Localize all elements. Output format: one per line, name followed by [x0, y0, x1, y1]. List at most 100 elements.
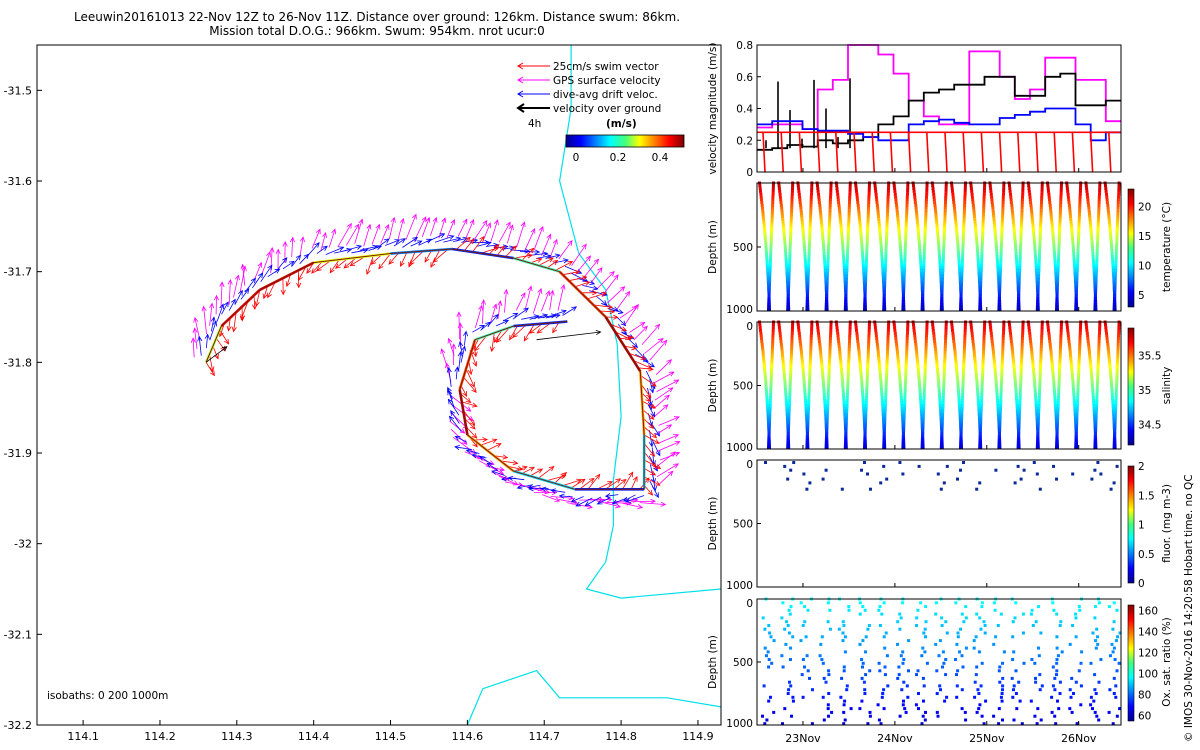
profile-point: [819, 218, 823, 222]
profile-point: [977, 412, 981, 416]
swim-vector-arrow: [493, 329, 503, 343]
profile-point: [1114, 263, 1118, 267]
profile-point: [905, 209, 909, 213]
profile-point: [763, 232, 767, 236]
profile-point: [1114, 260, 1118, 264]
profile-point: [957, 393, 961, 397]
profile-point: [971, 342, 975, 346]
gps-velocity-arrow: [254, 262, 262, 280]
swim-vector-arrow-head: [574, 269, 581, 275]
profile-point: [1105, 198, 1109, 202]
profile-point: [806, 415, 810, 419]
profile-point: [1095, 407, 1098, 411]
profile-point: [1095, 260, 1099, 264]
profile-point: [941, 395, 945, 399]
profile-point: [1107, 212, 1111, 216]
swim-vector-arrow: [480, 247, 499, 254]
gps-velocity-arrow-head: [480, 299, 486, 305]
profile-point: [1055, 661, 1059, 665]
gps-velocity-arrow: [203, 306, 207, 335]
profile-point: [1014, 254, 1018, 258]
profile-point: [919, 257, 922, 261]
profile-point: [1001, 684, 1005, 688]
profile-point: [935, 669, 939, 673]
profile-point: [1076, 249, 1080, 253]
profile-point: [1017, 423, 1021, 427]
gps-velocity-arrow: [192, 338, 195, 358]
profile-point: [961, 665, 965, 669]
profile-point: [824, 468, 828, 472]
profile-point: [1112, 481, 1116, 485]
profile-point: [866, 722, 870, 726]
profile-point: [1078, 204, 1082, 207]
profile-point: [979, 409, 983, 413]
profile-point: [1013, 616, 1017, 620]
swim-vector-arrow-head: [495, 443, 502, 448]
drift-velocity-arrow: [464, 331, 467, 346]
profile-point: [762, 356, 766, 360]
profile-point: [1116, 345, 1120, 349]
profile-point: [826, 404, 830, 408]
profile-point: [820, 368, 824, 371]
profile-point: [1012, 365, 1016, 369]
profile-point: [1072, 257, 1076, 261]
profile-point: [1051, 232, 1055, 236]
profile-point: [886, 212, 889, 216]
profile-point: [867, 189, 871, 193]
profile-point: [934, 215, 938, 219]
profile-point: [866, 232, 869, 236]
profile-point: [1077, 220, 1081, 224]
drift-velocity-arrow: [426, 233, 445, 243]
profile-point: [960, 260, 964, 264]
profile-point: [962, 351, 966, 355]
gps-velocity-arrow: [220, 282, 223, 308]
drift-velocity-arrow-head: [509, 245, 516, 251]
profile-point: [847, 220, 851, 224]
profile-point: [839, 365, 843, 369]
profile-point: [1059, 326, 1063, 330]
profile-point: [882, 297, 886, 300]
profile-point: [1071, 384, 1075, 388]
profile-point: [955, 368, 959, 371]
profile-point: [1116, 342, 1120, 346]
profile-point: [809, 354, 813, 357]
profile-point: [819, 354, 823, 357]
profile-point: [913, 337, 917, 341]
profile-point: [1113, 415, 1117, 419]
swim-vector-arrow: [643, 484, 653, 496]
profile-point: [1074, 429, 1078, 433]
profile-point: [1035, 472, 1039, 476]
profile-point: [921, 429, 925, 433]
profile-point: [1040, 331, 1044, 335]
profile-point: [1116, 351, 1120, 355]
profile-point: [1018, 251, 1022, 255]
profile-point: [1087, 348, 1091, 352]
profile-point: [916, 362, 920, 366]
profile-point: [1075, 415, 1079, 419]
profile-point: [903, 387, 907, 391]
swim-vector-arrow: [587, 292, 607, 300]
profile-point: [1075, 426, 1078, 430]
profile-point: [1058, 209, 1062, 213]
profile-point: [981, 229, 985, 233]
profile-point: [1114, 401, 1118, 405]
profile-point: [937, 379, 940, 383]
profile-point: [835, 323, 839, 327]
profile-point: [897, 370, 901, 374]
gps-velocity-arrow-head: [673, 434, 680, 439]
profile-point: [1079, 326, 1082, 330]
profile-point: [860, 379, 864, 383]
profile-point: [808, 376, 812, 380]
profile-point: [810, 184, 814, 188]
profile-point: [803, 620, 807, 624]
profile-point: [847, 359, 851, 363]
gps-velocity-arrow-head: [572, 499, 579, 505]
profile-point: [841, 620, 845, 624]
profile-point: [954, 365, 958, 369]
profile-point: [1021, 331, 1025, 335]
profile-point: [941, 404, 945, 408]
profile-point: [924, 345, 928, 349]
profile-point: [770, 226, 774, 230]
profile-point: [1021, 334, 1024, 338]
